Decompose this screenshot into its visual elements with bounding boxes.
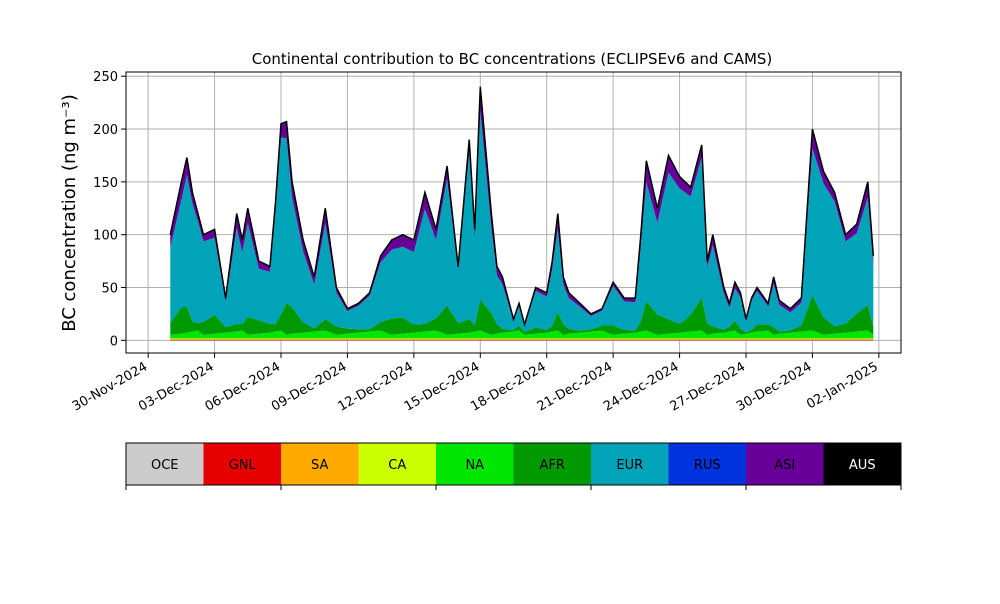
legend-label-gnl: GNL (229, 458, 257, 473)
y-tick-label: 50 (101, 282, 118, 297)
legend-label-aus: AUS (849, 458, 876, 473)
legend-label-ca: CA (388, 458, 406, 473)
x-tick-label: 30-Dec-2024 (734, 359, 814, 414)
legend-label-asi: ASI (774, 458, 795, 473)
y-tick-label: 250 (93, 70, 118, 85)
y-axis-label: BC concentration (ng m⁻³) (59, 94, 80, 332)
legend-label-na: NA (465, 458, 484, 473)
x-tick-label: 02-Jan-2025 (804, 359, 881, 412)
y-ticks: 0 50 100 150 200 250 (93, 70, 126, 349)
y-tick-label: 150 (93, 176, 118, 191)
area-ca (170, 338, 873, 339)
legend-label-oce: OCE (151, 458, 179, 473)
legend: OCE GNL SA CA NA AFR EUR RUS ASI AUS (126, 443, 901, 490)
legend-label-rus: RUS (694, 458, 721, 473)
legend-label-sa: SA (311, 458, 328, 473)
y-tick-label: 0 (110, 334, 118, 349)
y-tick-label: 200 (93, 123, 118, 138)
area-eur (170, 111, 873, 332)
y-tick-label: 100 (93, 229, 118, 244)
chart-title: Continental contribution to BC concentra… (252, 50, 773, 68)
x-ticks: 30-Nov-202403-Dec-202406-Dec-202409-Dec-… (70, 353, 881, 415)
legend-label-eur: EUR (616, 458, 643, 473)
area-sa (170, 339, 873, 340)
legend-label-afr: AFR (540, 458, 565, 473)
